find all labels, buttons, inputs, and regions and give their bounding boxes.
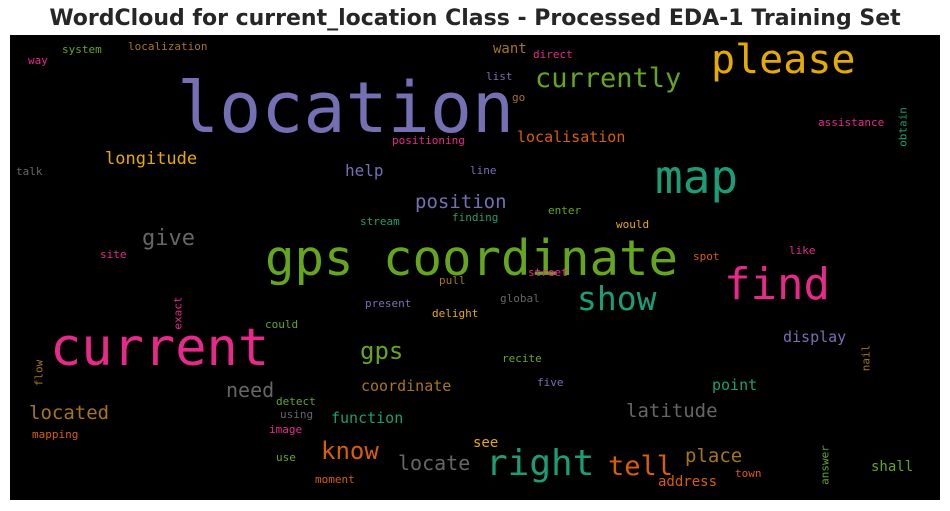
word-could: could (265, 318, 298, 331)
word-like: like (789, 244, 816, 257)
word-image: image (269, 423, 302, 436)
word-localization: localization (128, 40, 207, 53)
word-moment: moment (315, 473, 355, 486)
word-five: five (537, 376, 564, 389)
word-go: go (512, 91, 525, 104)
word-currently: currently (535, 63, 681, 94)
word-way: way (28, 54, 48, 67)
word-location: location (177, 67, 514, 149)
word-use: use (276, 451, 296, 464)
word-exact: exact (172, 296, 185, 329)
word-longitude: longitude (105, 149, 197, 169)
word-enter: enter (548, 204, 581, 217)
word-map: map (655, 150, 738, 204)
word-mapping: mapping (32, 428, 78, 441)
word-site: site (100, 248, 127, 261)
word-recite: recite (502, 352, 542, 365)
word-positioning: positioning (392, 134, 465, 147)
word-know: know (321, 437, 379, 465)
word-help: help (345, 161, 384, 180)
word-localisation: localisation (517, 128, 625, 146)
word-give: give (142, 226, 195, 251)
word-point: point (712, 376, 757, 394)
word-system: system (62, 43, 102, 56)
word-list: list (486, 70, 513, 83)
word-tell: tell (608, 451, 673, 482)
word-direct: direct (533, 48, 573, 61)
word-need: need (226, 378, 274, 402)
word-detect: detect (276, 395, 316, 408)
word-gps-coordinate: gps coordinate (265, 230, 678, 287)
word-right: right (486, 443, 594, 484)
word-answer: answer (819, 445, 832, 485)
word-would: would (616, 218, 649, 231)
word-spot: spot (693, 250, 720, 263)
word-see: see (473, 435, 498, 451)
word-using: using (280, 408, 313, 421)
chart-title: WordCloud for current_location Class - P… (49, 6, 901, 31)
word-current: current (50, 318, 269, 378)
word-locate: locate (398, 451, 470, 475)
word-street: street (528, 266, 568, 279)
word-located: located (29, 402, 109, 424)
word-place: place (685, 445, 742, 467)
word-shall: shall (871, 459, 913, 475)
word-stream: stream (360, 215, 400, 228)
word-nail: nail (860, 345, 873, 372)
word-pull: pull (439, 274, 466, 287)
word-display: display (783, 328, 846, 346)
word-function: function (331, 409, 403, 427)
word-global: global (500, 292, 540, 305)
wordcloud-panel: location current gps coordinate map find plea… (10, 35, 940, 500)
wordcloud-canvas: location current gps coordinate map find plea… (16, 37, 913, 490)
word-town: town (735, 467, 762, 480)
word-show: show (577, 279, 657, 318)
word-address: address (658, 474, 717, 490)
word-line: line (470, 164, 497, 177)
word-finding: finding (452, 211, 498, 224)
word-find: find (724, 259, 830, 310)
word-want: want (493, 41, 527, 57)
word-delight: delight (432, 307, 478, 320)
word-present: present (365, 297, 411, 310)
word-talk: talk (16, 165, 43, 178)
word-flow: flow (33, 359, 46, 386)
word-assistance: assistance (818, 116, 884, 129)
word-position: position (415, 191, 507, 213)
word-obtain: obtain (897, 107, 910, 147)
word-please: please (711, 37, 856, 83)
word-latitude: latitude (626, 400, 718, 422)
word-coordinate: coordinate (361, 377, 451, 395)
word-gps: gps (360, 337, 403, 365)
